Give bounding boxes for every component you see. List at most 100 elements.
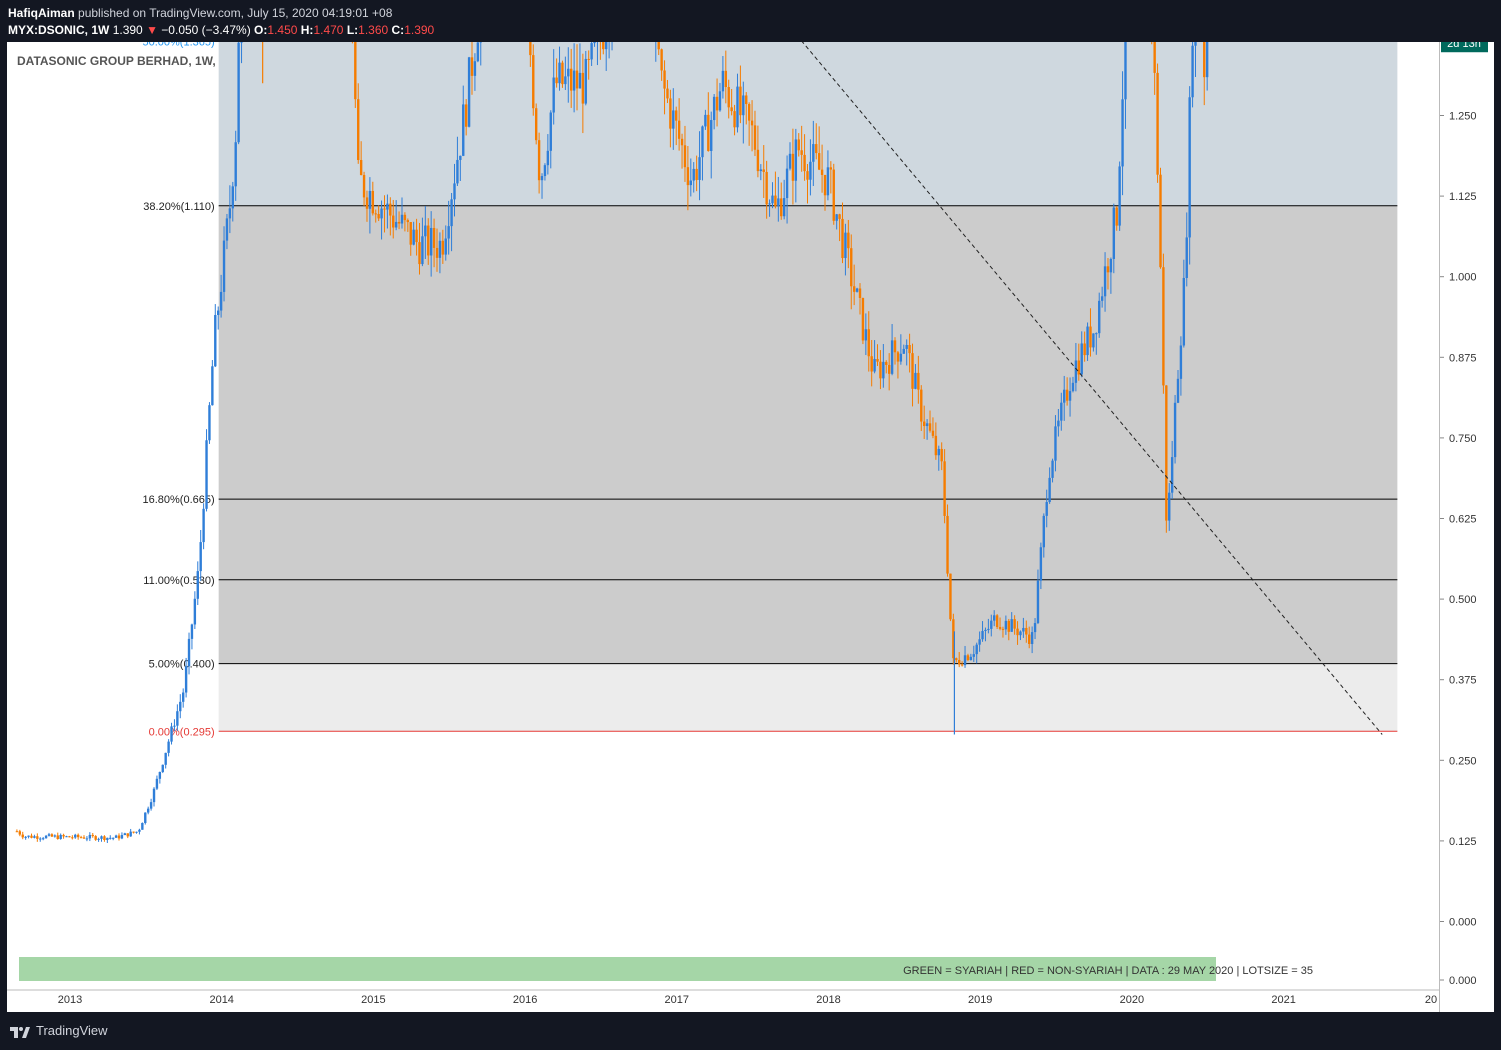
tradingview-icon — [10, 1026, 30, 1038]
candle-body — [957, 659, 961, 665]
candle-body — [981, 631, 984, 640]
candle-body — [111, 837, 115, 839]
legend-text: GREEN = SYARIAH | RED = NON-SYARIAH | DA… — [903, 965, 1313, 977]
trend-line — [766, 0, 1383, 735]
candle-body — [392, 215, 395, 228]
chart-pane[interactable]: DATASONIC GROUP BERHAD, 1W, MYX100.00%(2… — [7, 0, 1439, 1012]
candle-body — [427, 225, 430, 256]
candle-body — [1176, 378, 1180, 403]
candle-body — [1112, 207, 1116, 259]
candle-body — [74, 834, 77, 838]
candle-body — [736, 86, 739, 128]
x-tick-label: 2016 — [513, 994, 537, 1006]
footer-bar: TradingView — [0, 1012, 1501, 1050]
candle-body — [470, 57, 474, 76]
candle-body — [876, 358, 879, 362]
candle-body — [581, 72, 585, 104]
y-tick-label: 0.125 — [1449, 836, 1477, 848]
candle-body — [211, 366, 214, 406]
low-value: 1.360 — [358, 23, 389, 37]
fib-zone — [218, 663, 1398, 732]
candle-body — [389, 203, 392, 216]
candle-body — [1019, 631, 1022, 636]
candle-body — [141, 823, 144, 830]
candle-body — [823, 174, 827, 196]
candle-body — [1045, 502, 1048, 516]
x-tick-label: 2013 — [58, 994, 82, 1006]
fib-level-label: 11.00%(0.530) — [143, 575, 214, 587]
y-tick-label: 0.625 — [1449, 514, 1477, 526]
candle-body — [1162, 267, 1165, 386]
candle-body — [176, 711, 179, 726]
price-axis-svg: 2.6252.5002.3752.2502.1252.0001.8751.750… — [1440, 16, 1488, 987]
candle-body — [972, 654, 975, 657]
candle-body — [768, 203, 771, 205]
candle-body — [374, 213, 377, 215]
candle-body — [406, 220, 410, 223]
candle-body — [237, 42, 240, 143]
x-tick-label: 2021 — [1271, 994, 1295, 1006]
price-axis[interactable]: 2.6252.5002.3752.2502.1252.0001.8751.750… — [1439, 16, 1495, 1012]
high-label: H: — [300, 23, 314, 37]
price-chart[interactable]: DATASONIC GROUP BERHAD, 1W, MYX100.00%(2… — [7, 0, 1439, 1012]
candle-body — [68, 836, 71, 838]
chart-title: DATASONIC GROUP BERHAD, 1W, MYX — [17, 54, 245, 68]
candle-body — [202, 508, 205, 543]
candle-body — [657, 10, 660, 50]
symbol-label[interactable]: MYX:DSONIC, 1W — [8, 23, 110, 37]
candle-body — [33, 836, 36, 838]
y-tick-label: 1.125 — [1449, 191, 1477, 203]
candle-body — [421, 236, 424, 265]
candle-body — [946, 515, 949, 574]
y-tick-label: 0.500 — [1449, 594, 1477, 606]
candle-body — [675, 110, 678, 121]
candle-body — [969, 656, 973, 661]
candle-body — [852, 286, 856, 292]
candle-body — [41, 838, 45, 840]
candle-body — [572, 70, 576, 91]
author-name[interactable]: HafiqAiman — [8, 6, 75, 20]
candle-body — [18, 831, 22, 835]
candle-body — [820, 169, 824, 175]
candle-body — [190, 624, 194, 639]
candle-body — [462, 104, 465, 156]
candle-body — [199, 542, 202, 572]
candle-body — [993, 615, 996, 621]
candle-body — [826, 167, 830, 196]
candle-body — [1168, 492, 1171, 521]
fib-level-label: 5.00%(0.400) — [149, 659, 215, 671]
candle-body — [438, 240, 442, 258]
tradingview-logo[interactable]: TradingView — [10, 1023, 108, 1038]
candle-body — [879, 361, 882, 379]
candle-body — [214, 314, 217, 367]
candle-body — [995, 615, 999, 628]
candle-body — [138, 829, 141, 832]
candle-body — [1170, 457, 1174, 493]
candle-body — [106, 837, 109, 841]
candle-body — [132, 831, 135, 833]
candle-body — [1106, 266, 1110, 273]
candle-body — [785, 168, 789, 199]
x-tick-label: 2014 — [209, 994, 233, 1006]
countdown-label: 2d 13h — [1447, 42, 1481, 50]
candle-body — [1036, 580, 1040, 624]
candle-body — [695, 168, 698, 180]
candle-body — [231, 186, 234, 209]
candle-body — [928, 423, 932, 431]
x-tick-label: 2015 — [361, 994, 385, 1006]
candle-body — [44, 835, 48, 839]
candle-body — [844, 232, 847, 259]
candle-body — [829, 167, 833, 170]
publish-info: HafiqAiman published on TradingView.com,… — [8, 6, 392, 20]
candle-body — [1013, 619, 1016, 629]
candle-body — [459, 155, 462, 160]
candle-body — [447, 226, 450, 239]
candle-body — [109, 837, 112, 839]
candle-body — [905, 344, 908, 349]
candle-body — [149, 802, 153, 809]
candle-body — [377, 214, 380, 219]
candle-body — [584, 58, 587, 104]
candle-body — [418, 242, 421, 265]
candle-body — [1057, 420, 1060, 427]
candle-body — [943, 461, 946, 516]
